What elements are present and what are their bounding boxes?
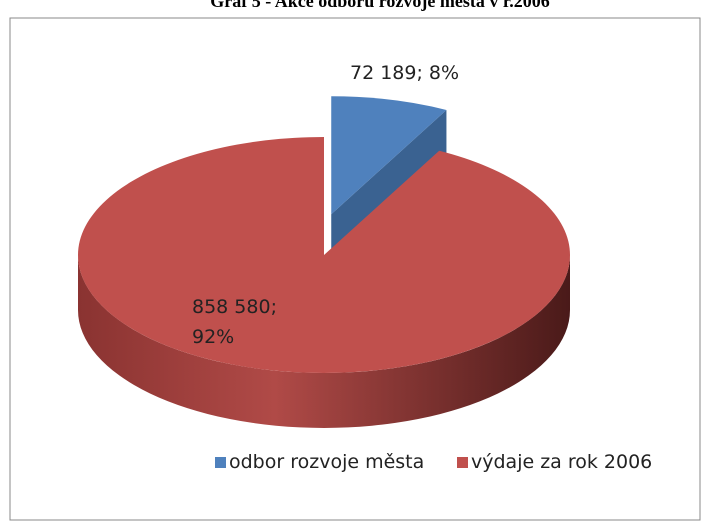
slice-side [78, 255, 570, 428]
data-label: 858 580; 92% [192, 296, 277, 348]
legend-label: odbor rozvoje města [229, 451, 425, 473]
chart-title: Graf 5 - Akce odboru rozvoje města v r.2… [210, 0, 550, 11]
legend-label: výdaje za rok 2006 [471, 451, 653, 473]
data-label: 72 189; 8% [350, 62, 460, 84]
legend-swatch [457, 457, 468, 468]
legend-swatch [215, 457, 226, 468]
slice [331, 96, 447, 215]
slice [78, 137, 570, 373]
